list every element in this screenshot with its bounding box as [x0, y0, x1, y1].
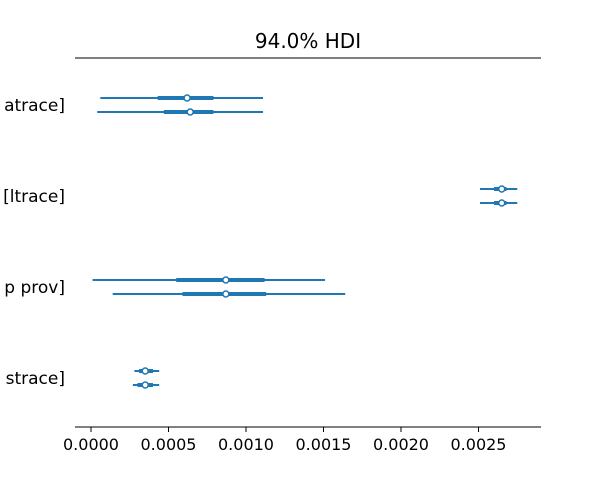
category-label: [ltrace] [3, 187, 65, 207]
category-label: atrace] [4, 96, 65, 116]
x-tick-label: 0.0005 [141, 435, 197, 454]
median-point [222, 276, 230, 284]
category-labels: atrace] [ltrace] p prov] strace] [3, 96, 65, 389]
x-tick-label: 0.0010 [218, 435, 274, 454]
median-point [141, 381, 149, 389]
x-axis-ticks: 0.0000 0.0005 0.0010 0.0015 0.0020 0.0025 [63, 427, 506, 454]
x-tick-label: 0.0015 [296, 435, 352, 454]
median-point [183, 94, 191, 102]
median-point [141, 367, 149, 375]
hdi-intervals [92, 94, 518, 389]
x-tick-label: 0.0025 [451, 435, 507, 454]
category-label: strace] [6, 369, 65, 389]
median-point [186, 108, 194, 116]
category-label: p prov] [4, 278, 65, 298]
chart-title: 94.0% HDI [255, 29, 361, 53]
median-point [498, 199, 506, 207]
median-point [222, 290, 230, 298]
x-tick-label: 0.0020 [373, 435, 429, 454]
x-tick-label: 0.0000 [63, 435, 119, 454]
median-point [498, 185, 506, 193]
